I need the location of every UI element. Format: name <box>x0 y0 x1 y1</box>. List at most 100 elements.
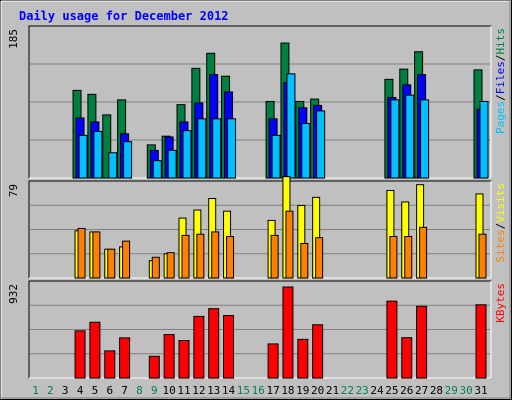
day-label-18: 18 <box>281 384 294 397</box>
bar-pages-day-4 <box>78 134 88 179</box>
y-max-labels: 185 79 932 <box>7 29 20 304</box>
bar-sites-day-20 <box>315 237 324 279</box>
day-label-16: 16 <box>252 384 265 397</box>
bar-sites-day-14 <box>226 236 235 279</box>
day-label-31: 31 <box>474 384 487 397</box>
bar-sites-day-11 <box>181 234 190 279</box>
bar-kbytes-day-20 <box>312 324 324 379</box>
bar-sites-day-7 <box>122 240 131 279</box>
day-label-27: 27 <box>415 384 428 397</box>
bar-kbytes-day-11 <box>178 340 190 379</box>
day-label-4: 4 <box>77 384 84 397</box>
bar-pages-day-13 <box>212 118 222 179</box>
legend-separator: / <box>494 223 507 230</box>
day-label-1: 1 <box>32 384 39 397</box>
bar-pages-day-5 <box>93 130 103 179</box>
day-label-9: 9 <box>151 384 158 397</box>
legend-kbytes: KBytes <box>494 283 507 323</box>
bar-sites-day-13 <box>211 231 220 279</box>
day-label-15: 15 <box>237 384 250 397</box>
day-label-28: 28 <box>430 384 443 397</box>
bar-pages-day-9 <box>152 160 162 179</box>
legend-kbytes: KBytes <box>494 283 507 323</box>
bar-kbytes-day-10 <box>163 334 175 379</box>
legend-visits: Visits <box>494 183 507 223</box>
bar-pages-day-7 <box>123 141 133 179</box>
bar-kbytes-day-7 <box>119 337 131 379</box>
day-label-23: 23 <box>356 384 369 397</box>
bar-sites-day-9 <box>151 256 160 279</box>
bar-sites-day-25 <box>389 236 398 279</box>
bar-sites-day-12 <box>196 233 205 279</box>
day-label-24: 24 <box>370 384 384 397</box>
day-label-20: 20 <box>311 384 324 397</box>
bar-sites-day-6 <box>107 248 116 279</box>
day-label-8: 8 <box>136 384 143 397</box>
bar-kbytes-day-12 <box>193 315 205 379</box>
day-label-11: 11 <box>177 384 190 397</box>
chart-panels <box>28 25 492 379</box>
bar-sites-day-5 <box>92 231 101 279</box>
bar-sites-day-18 <box>285 210 294 279</box>
bar-pages-day-31 <box>479 100 489 179</box>
bar-kbytes-day-25 <box>386 300 398 379</box>
bar-pages-day-14 <box>227 118 237 179</box>
day-label-25: 25 <box>385 384 398 397</box>
bar-kbytes-day-14 <box>223 315 235 379</box>
bar-pages-day-10 <box>167 149 177 179</box>
legend-files: Files <box>494 61 507 94</box>
bar-kbytes-day-27 <box>416 305 428 379</box>
day-label-26: 26 <box>400 384 413 397</box>
bar-kbytes-day-17 <box>267 343 279 379</box>
bar-pages-day-19 <box>301 123 311 179</box>
bar-kbytes-day-4 <box>74 330 86 379</box>
day-label-10: 10 <box>163 384 176 397</box>
bar-hits-day-6 <box>102 114 112 179</box>
legend-visits-sites: Sites/Visits <box>494 183 507 263</box>
bar-kbytes-day-13 <box>208 308 220 379</box>
day-label-5: 5 <box>92 384 99 397</box>
bar-kbytes-day-6 <box>104 350 116 379</box>
bar-sites-day-10 <box>166 252 175 279</box>
day-label-7: 7 <box>121 384 128 397</box>
day-label-21: 21 <box>326 384 339 397</box>
bar-kbytes-day-18 <box>282 286 294 379</box>
bar-pages-day-25 <box>390 99 400 179</box>
legend-separator: / <box>494 94 507 101</box>
bar-kbytes-day-26 <box>401 337 413 379</box>
panel-visits-sites <box>28 176 492 279</box>
bar-kbytes-day-19 <box>297 338 309 379</box>
chart-title: Daily usage for December 2012 <box>19 9 229 23</box>
day-label-19: 19 <box>296 384 309 397</box>
legend-hits-files-pages: Pages/Files/Hits <box>494 28 507 134</box>
ymax-label-hits-files-pages: 185 <box>7 29 20 49</box>
ymax-label-visits-sites: 79 <box>7 184 20 197</box>
day-label-22: 22 <box>341 384 354 397</box>
day-label-12: 12 <box>192 384 205 397</box>
bar-sites-day-4 <box>77 227 86 279</box>
bar-kbytes-day-31 <box>475 304 487 379</box>
bar-pages-day-20 <box>316 110 326 179</box>
day-label-6: 6 <box>106 384 113 397</box>
bar-pages-day-18 <box>286 73 296 179</box>
bar-sites-day-31 <box>478 233 487 279</box>
day-label-3: 3 <box>62 384 69 397</box>
day-label-13: 13 <box>207 384 220 397</box>
day-label-17: 17 <box>266 384 279 397</box>
day-labels: 1 2 3 4 5 6 7 8 9 10 11 12 13 14 15 16 17 18 19 20 21 22 23 24 2… <box>32 384 487 397</box>
legend-sites: Sites <box>494 229 507 262</box>
bar-kbytes-day-5 <box>89 321 101 379</box>
bar-sites-day-17 <box>270 234 279 279</box>
day-label-30: 30 <box>460 384 473 397</box>
bar-pages-day-17 <box>271 134 281 179</box>
bar-pages-day-26 <box>405 94 415 179</box>
day-label-29: 29 <box>445 384 458 397</box>
bar-pages-day-12 <box>197 118 207 179</box>
bar-sites-day-19 <box>300 242 309 279</box>
panel-kbytes <box>28 280 492 379</box>
panel-hits-files-pages <box>28 25 492 179</box>
bar-sites-day-26 <box>404 236 413 279</box>
